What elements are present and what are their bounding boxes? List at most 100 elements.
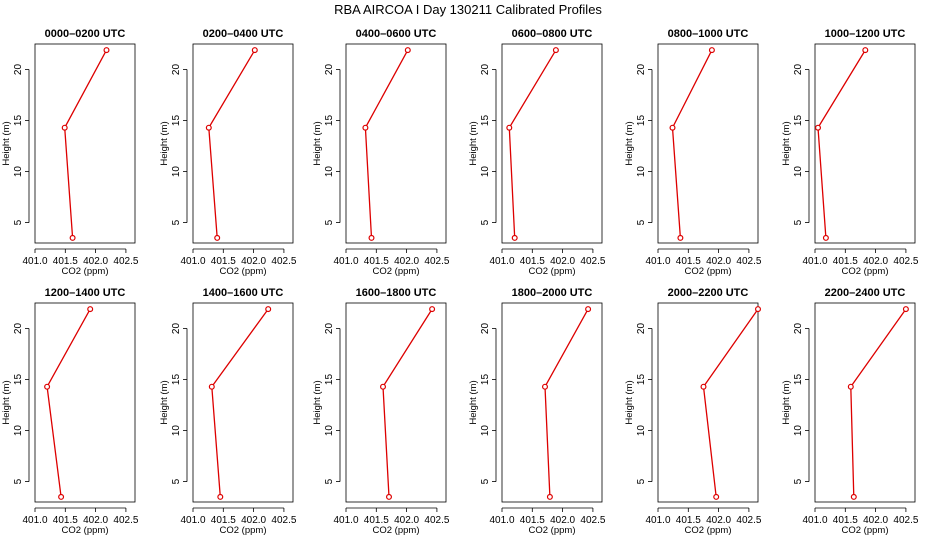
x-tick-label: 401.0 xyxy=(645,515,670,526)
x-axis-label: CO2 (ppm) xyxy=(529,525,576,536)
y-tick-label: 15 xyxy=(171,374,182,386)
y-tick-label: 15 xyxy=(480,115,491,127)
data-point xyxy=(205,124,212,131)
y-tick-label: 15 xyxy=(636,115,647,127)
data-point xyxy=(754,306,761,313)
x-tick-label: 401.0 xyxy=(645,256,670,267)
data-point xyxy=(386,493,393,500)
y-tick-label: 20 xyxy=(324,64,335,76)
y-tick-label: 20 xyxy=(636,323,647,335)
y-axis-label: Height (m) xyxy=(1,121,12,165)
y-tick-label: 5 xyxy=(480,219,491,225)
x-tick-label: 402.0 xyxy=(863,515,888,526)
y-tick-label: 5 xyxy=(13,219,24,225)
panel-title: 0600–0800 UTC xyxy=(512,28,593,40)
data-point xyxy=(404,47,411,54)
panel-8: 1400–1600 UTC 401.0 401.5 402.0 402.5 CO2 (pp… xyxy=(159,287,297,536)
plot-frame xyxy=(34,43,136,244)
co2-profile-line xyxy=(544,308,589,497)
plot-frame xyxy=(501,302,603,503)
y-axis-label: Height (m) xyxy=(468,380,479,424)
y-tick-label: 10 xyxy=(324,425,335,437)
panel-title: 2000–2200 UTC xyxy=(668,287,749,299)
co2-profile-line xyxy=(64,49,108,238)
x-tick-label: 401.5 xyxy=(520,256,545,267)
x-axis-label: CO2 (ppm) xyxy=(373,266,420,277)
panel-4: 0600–0800 UTC 401.0 401.5 402.0 402.5 CO2 (pp… xyxy=(468,28,606,277)
data-point xyxy=(847,383,854,390)
plot-frame xyxy=(345,302,447,503)
x-tick-label: 402.5 xyxy=(424,256,449,267)
co2-profile-line xyxy=(382,308,433,497)
data-point xyxy=(217,493,224,500)
y-tick-label: 15 xyxy=(324,374,335,386)
y-tick-label: 10 xyxy=(480,425,491,437)
plot-frame xyxy=(657,43,759,244)
y-axis-label: Height (m) xyxy=(159,121,170,165)
x-tick-label: 401.0 xyxy=(180,515,205,526)
x-tick-label: 402.0 xyxy=(550,256,575,267)
x-tick-label: 401.0 xyxy=(22,256,47,267)
y-tick-label: 15 xyxy=(636,374,647,386)
data-point xyxy=(368,234,375,241)
x-tick-label: 401.5 xyxy=(211,515,236,526)
data-point xyxy=(251,47,258,54)
y-axis-label: Height (m) xyxy=(781,380,792,424)
plot-frame xyxy=(501,43,603,244)
y-axis-label: Height (m) xyxy=(781,121,792,165)
panel-title: 0000–0200 UTC xyxy=(45,28,126,40)
data-point xyxy=(902,306,909,313)
x-tick-label: 402.5 xyxy=(893,515,918,526)
x-tick-label: 402.5 xyxy=(580,256,605,267)
data-point xyxy=(546,493,553,500)
y-tick-label: 15 xyxy=(480,374,491,386)
y-tick-label: 5 xyxy=(480,478,491,484)
data-point xyxy=(61,124,68,131)
x-tick-label: 401.0 xyxy=(22,515,47,526)
data-point xyxy=(87,306,94,313)
data-point xyxy=(677,234,684,241)
x-tick-label: 402.5 xyxy=(893,256,918,267)
x-tick-label: 402.5 xyxy=(113,515,138,526)
y-tick-label: 5 xyxy=(636,478,647,484)
y-tick-label: 15 xyxy=(793,115,804,127)
plot-frame xyxy=(814,43,916,244)
data-point xyxy=(506,124,513,131)
y-tick-label: 20 xyxy=(793,64,804,76)
panel-title: 1200–1400 UTC xyxy=(45,287,126,299)
co2-profile-line xyxy=(702,308,759,497)
y-tick-label: 10 xyxy=(636,425,647,437)
x-tick-label: 402.0 xyxy=(706,515,731,526)
y-axis-label: Height (m) xyxy=(312,380,323,424)
y-axis-label: Height (m) xyxy=(624,121,635,165)
panel-title: 1400–1600 UTC xyxy=(203,287,284,299)
plot-frame xyxy=(345,43,447,244)
y-tick-label: 5 xyxy=(13,478,24,484)
panel-title: 0200–0400 UTC xyxy=(203,28,284,40)
x-tick-label: 402.5 xyxy=(424,515,449,526)
x-axis-label: CO2 (ppm) xyxy=(220,525,267,536)
panel-2: 0200–0400 UTC 401.0 401.5 402.0 402.5 CO2 (pp… xyxy=(159,28,297,277)
x-tick-label: 401.5 xyxy=(676,515,701,526)
y-tick-label: 10 xyxy=(480,166,491,178)
y-axis-label: Height (m) xyxy=(159,380,170,424)
x-tick-label: 401.5 xyxy=(364,256,389,267)
x-axis-label: CO2 (ppm) xyxy=(685,525,732,536)
panel-title: 1000–1200 UTC xyxy=(825,28,906,40)
y-tick-label: 10 xyxy=(793,425,804,437)
data-point xyxy=(862,47,869,54)
x-axis-label: CO2 (ppm) xyxy=(373,525,420,536)
panel-6: 1000–1200 UTC 401.0 401.5 402.0 402.5 CO2 (pp… xyxy=(781,28,919,277)
y-tick-label: 5 xyxy=(793,478,804,484)
x-tick-label: 401.0 xyxy=(489,256,514,267)
panel-title: 0400–0600 UTC xyxy=(356,28,437,40)
co2-profile-line xyxy=(508,49,557,238)
co2-profile-line xyxy=(817,49,866,238)
data-point xyxy=(669,124,676,131)
y-tick-label: 15 xyxy=(324,115,335,127)
data-point xyxy=(541,383,548,390)
y-tick-label: 20 xyxy=(793,323,804,335)
x-tick-label: 401.0 xyxy=(802,515,827,526)
data-point xyxy=(700,383,707,390)
data-point xyxy=(814,124,821,131)
